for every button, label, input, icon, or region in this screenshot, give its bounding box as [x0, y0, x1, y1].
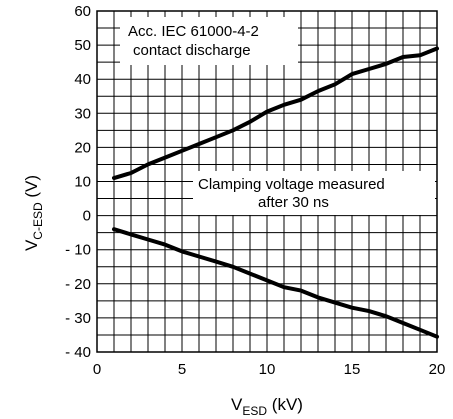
y-tick-label: 60 — [74, 3, 91, 20]
annotation-iec-line1: Acc. IEC 61000-4-2 — [128, 23, 259, 40]
x-axis-title: VESD (kV) — [231, 395, 303, 418]
x-tick-label: 0 — [93, 361, 101, 378]
x-axis-title-unit: (kV) — [267, 395, 303, 414]
annotation-iec: Acc. IEC 61000-4-2 contact discharge — [120, 17, 298, 65]
x-tick-label: 15 — [344, 361, 361, 378]
y-tick-label: 0 — [83, 208, 91, 225]
x-tick-label: 20 — [429, 361, 446, 378]
x-tick-label: 10 — [259, 361, 276, 378]
y-axis-title: VC-ESD (V) — [22, 175, 45, 251]
plot-frame — [96, 10, 438, 353]
y-tick-label: - 10 — [65, 242, 91, 259]
annotation-clamping-line2: after 30 ns — [258, 194, 329, 211]
annotation-iec-line2: contact discharge — [133, 42, 251, 59]
y-axis-title-main: V — [22, 239, 41, 251]
y-tick-label: 20 — [74, 139, 91, 156]
series-line-1 — [112, 46, 439, 181]
y-axis-title-sub: C-ESD — [31, 202, 45, 240]
x-axis-title-main: V — [231, 395, 243, 414]
annotation-clamping-line1: Clamping voltage measured — [198, 176, 385, 193]
y-tick-label: - 20 — [65, 276, 91, 293]
y-tick-label: 10 — [74, 174, 91, 191]
x-axis-title-sub: ESD — [242, 404, 267, 418]
series-line-2 — [112, 227, 439, 339]
annotation-clamping: Clamping voltage measured after 30 ns — [193, 171, 435, 215]
y-tick-label: 30 — [74, 105, 91, 122]
series-lines — [112, 46, 439, 339]
y-tick-label: 40 — [74, 71, 91, 88]
y-axis-title-unit: (V) — [22, 175, 41, 202]
x-tick-label: 5 — [178, 361, 186, 378]
y-tick-label: - 40 — [65, 344, 91, 361]
y-tick-label: - 30 — [65, 310, 91, 327]
y-tick-label: 50 — [74, 37, 91, 54]
